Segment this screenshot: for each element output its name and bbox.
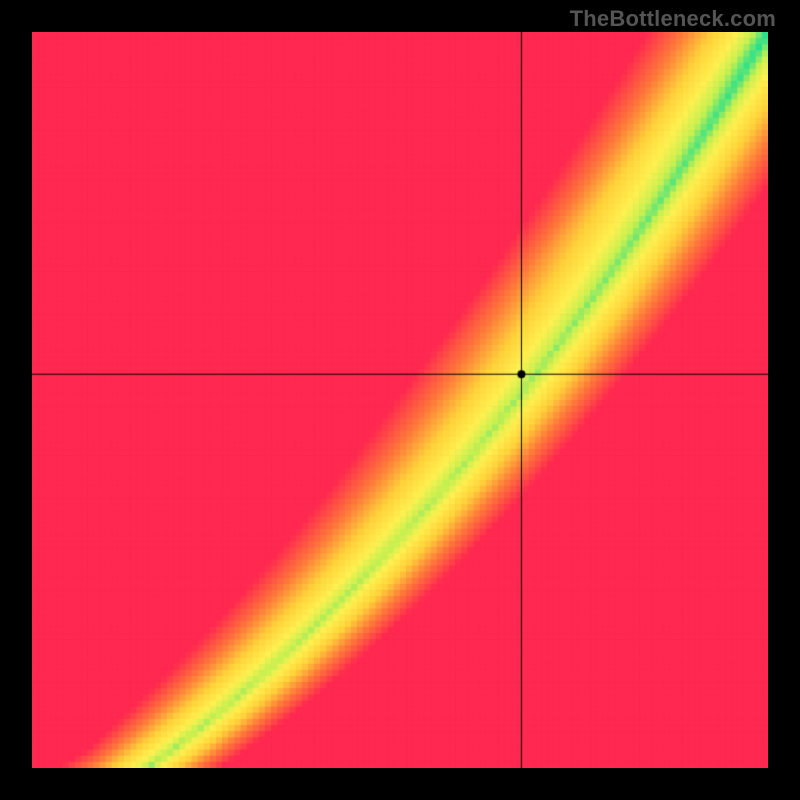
- chart-frame: TheBottleneck.com: [0, 0, 800, 800]
- watermark-text: TheBottleneck.com: [570, 6, 776, 32]
- bottleneck-heatmap: [32, 32, 768, 768]
